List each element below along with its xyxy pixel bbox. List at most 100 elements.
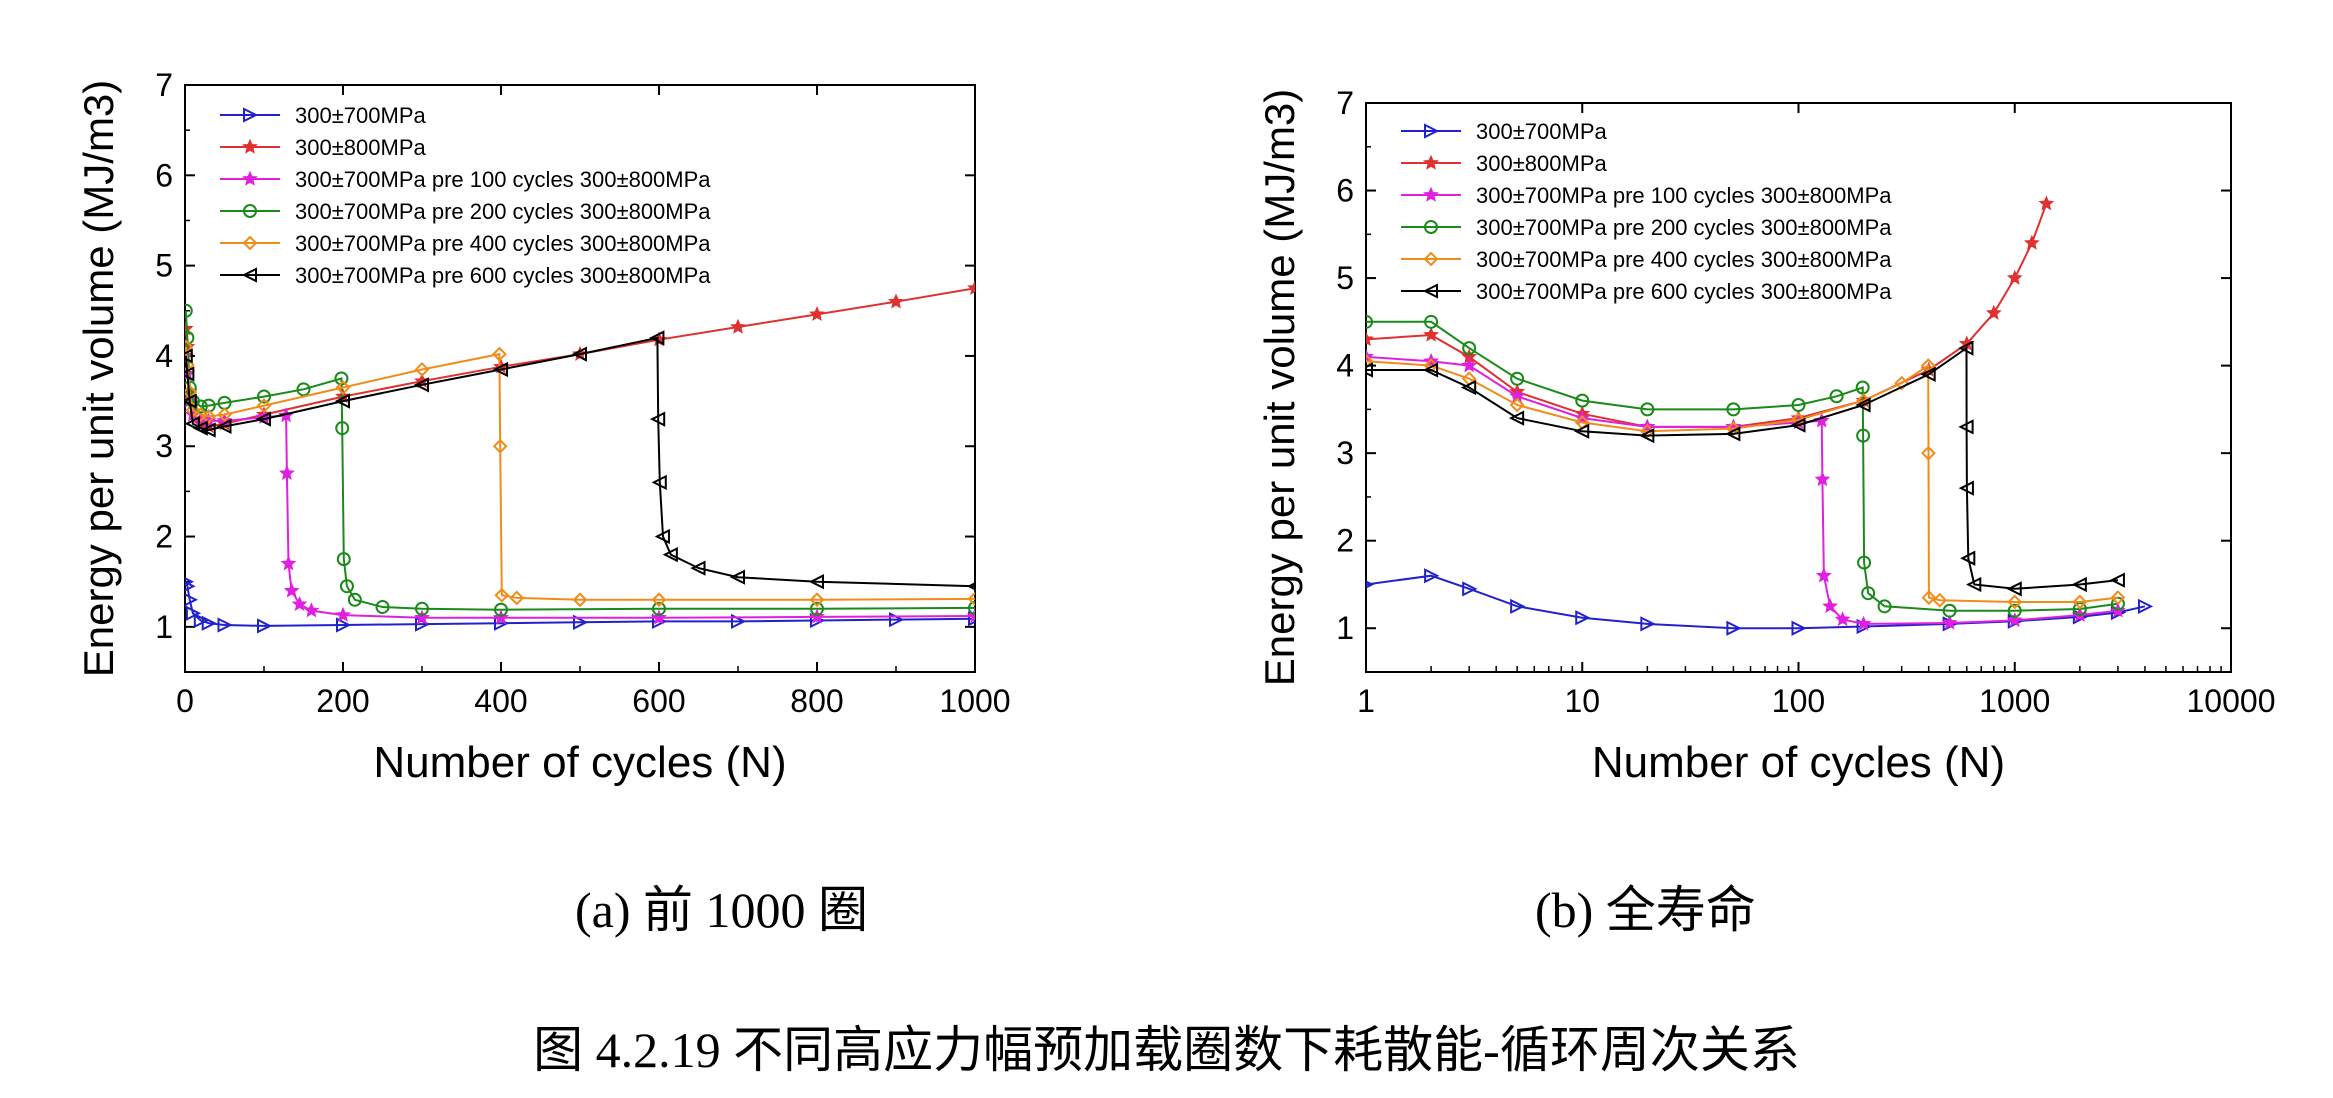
data-point <box>1822 598 1839 614</box>
data-point <box>1932 592 1948 608</box>
y-tick-label: 1 <box>155 609 173 645</box>
data-point <box>335 380 351 395</box>
x-tick-label: 1 <box>1357 683 1375 719</box>
data-point <box>339 579 354 594</box>
data-point <box>2072 594 2088 610</box>
data-point <box>492 346 507 362</box>
data-point <box>1366 353 1374 369</box>
data-point <box>2110 596 2125 611</box>
series-line <box>185 336 975 588</box>
legend-label: 300±700MPa <box>295 103 426 128</box>
data-point <box>185 393 197 409</box>
data-point <box>296 382 311 397</box>
data-point <box>809 592 825 608</box>
data-point <box>1958 419 1974 435</box>
data-point <box>509 590 525 606</box>
data-point <box>2109 572 2125 588</box>
data-point <box>256 398 272 414</box>
data-point <box>968 600 975 615</box>
data-point <box>335 421 350 436</box>
y-tick-label: 4 <box>155 338 173 374</box>
y-tick-label: 2 <box>155 519 173 555</box>
data-point <box>1877 599 1892 614</box>
series-line <box>1366 360 2119 603</box>
x-tick-label: 1000 <box>939 683 1010 719</box>
data-point <box>1791 620 1807 636</box>
legend-label: 300±800MPa <box>1476 151 1607 176</box>
data-point <box>1855 615 1872 631</box>
legend-label: 300±700MPa pre 100 cycles 300±800MPa <box>295 167 711 192</box>
data-point <box>1725 426 1741 442</box>
data-point <box>1791 398 1806 413</box>
legend-marker <box>242 170 258 186</box>
data-point <box>493 609 509 625</box>
data-point <box>257 618 273 634</box>
data-point <box>810 601 824 616</box>
data-point <box>2110 590 2126 606</box>
data-point <box>494 587 510 603</box>
data-point <box>1790 417 1806 433</box>
data-point <box>303 602 320 618</box>
data-point <box>731 613 747 630</box>
data-point <box>1726 620 1742 636</box>
data-point <box>185 577 195 587</box>
x-tick-label: 200 <box>316 683 369 719</box>
data-point <box>185 416 200 432</box>
x-tick-label: 1000 <box>1979 683 2050 719</box>
data-point <box>279 464 295 481</box>
data-point <box>1856 393 1872 409</box>
legend-label: 300±700MPa pre 600 cycles 300±800MPa <box>1476 279 1892 304</box>
legend-label: 300±700MPa pre 600 cycles 300±800MPa <box>295 263 711 288</box>
x-tick-label: 10 <box>1564 683 1600 719</box>
legend-marker <box>242 138 258 154</box>
data-point <box>347 592 362 607</box>
data-point <box>414 362 430 377</box>
legend-label: 300±700MPa pre 100 cycles 300±800MPa <box>1476 183 1892 208</box>
x-tick-label: 0 <box>176 683 194 719</box>
series-line <box>185 346 975 601</box>
data-point <box>1574 423 1590 439</box>
data-point <box>414 609 430 625</box>
y-axis-label: Energy per unit volume (MJ/m3) <box>75 80 122 678</box>
data-point <box>1941 614 1958 630</box>
legend-label: 300±700MPa pre 400 cycles 300±800MPa <box>1476 247 1892 272</box>
y-axis-label: Energy per unit volume (MJ/m3) <box>1256 89 1303 687</box>
data-point <box>291 596 308 611</box>
data-point <box>335 606 351 622</box>
data-point <box>1815 567 1832 583</box>
y-tick-label: 6 <box>1336 173 1354 209</box>
data-point <box>729 569 745 585</box>
data-point <box>185 605 202 621</box>
data-point <box>1462 581 1478 597</box>
legend-label: 300±800MPa <box>295 135 426 160</box>
legend-marker <box>1423 251 1439 267</box>
data-point <box>1985 304 2002 320</box>
data-point <box>185 366 195 382</box>
y-tick-label: 6 <box>155 157 173 193</box>
data-point <box>1855 380 1870 395</box>
series-line <box>1366 320 2119 612</box>
chart-a: 1 2 3 4 5 6 7 0 200 400 600 800 1000 Number of cycles… <box>75 67 1011 787</box>
data-point <box>1509 397 1525 413</box>
data-point <box>888 293 904 309</box>
data-point <box>662 546 678 563</box>
subcaption-a: (a) 前 1000 圈 <box>575 882 868 938</box>
data-point <box>809 608 825 624</box>
data-point <box>1726 402 1741 417</box>
legend-marker <box>1423 186 1439 202</box>
data-point <box>413 377 429 393</box>
data-point <box>1366 331 1374 347</box>
data-point <box>283 582 300 598</box>
series-3 <box>1366 314 2125 618</box>
x-tick-label: 10000 <box>2187 683 2276 719</box>
data-point <box>1920 366 1936 382</box>
data-point <box>1857 555 1872 570</box>
x-tick-label: 400 <box>474 683 527 719</box>
legend-marker <box>1424 123 1440 139</box>
data-point <box>1462 341 1477 356</box>
legend-marker <box>241 267 257 283</box>
data-point <box>1422 362 1439 378</box>
data-point <box>2007 603 2022 618</box>
data-point <box>1461 357 1478 373</box>
data-point <box>1814 471 1831 487</box>
